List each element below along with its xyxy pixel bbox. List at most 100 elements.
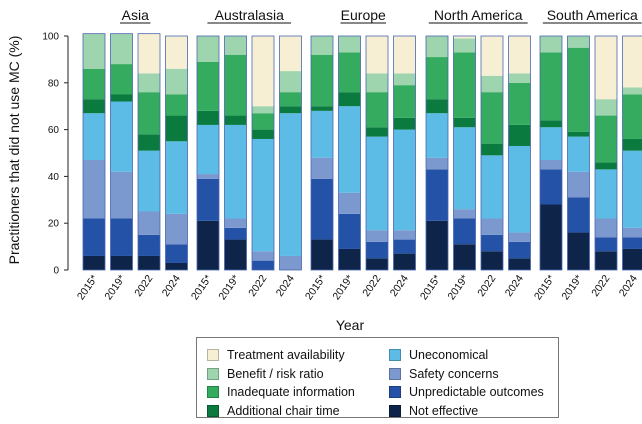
- bar-segment-treatment-availability: [453, 36, 476, 39]
- bar-segment-benefit-risk-ratio: [224, 36, 247, 55]
- bar-segment-additional-chair-time: [110, 94, 133, 102]
- bar-segment-treatment-availability: [138, 33, 160, 74]
- bar-2015: [425, 35, 449, 271]
- bar-segment-not-effective: [567, 232, 590, 270]
- legend-column-right: Uneconomical Safety concerns Unpredictable…: [389, 346, 544, 420]
- bar-outline: [567, 35, 590, 271]
- bar-segment-benefit-risk-ratio: [508, 73, 531, 83]
- bar-segment-additional-chair-time: [83, 99, 105, 114]
- x-tick-label: 2015*: [189, 273, 215, 302]
- bar-segment-unpredictable-outcomes: [138, 234, 160, 256]
- bar-segment-unpredictable-outcomes: [540, 169, 562, 205]
- bar-segment-uneconomical: [453, 127, 476, 210]
- bar-outline: [453, 35, 476, 271]
- bar-segment-additional-chair-time: [224, 115, 247, 125]
- bar-segment-benefit-risk-ratio: [622, 87, 642, 95]
- bar-segment-treatment-availability: [366, 36, 388, 74]
- bar-2024: [393, 35, 416, 271]
- bar-segment-additional-chair-time: [311, 106, 333, 111]
- x-tick-label: 2015*: [75, 273, 101, 302]
- bar-segment-safety-concerns: [110, 171, 133, 219]
- x-tick-label: 2015*: [303, 273, 329, 302]
- legend-label: Additional chair time: [227, 403, 340, 418]
- legend-item-treatment-availability: Treatment availability: [207, 346, 355, 365]
- bar-segment-unpredictable-outcomes: [110, 218, 133, 256]
- legend-label: Uneconomical: [409, 348, 489, 363]
- legend-item-additional-chair-time: Additional chair time: [207, 402, 355, 421]
- bar-segment-safety-concerns: [252, 251, 274, 261]
- bar-outline: [594, 35, 618, 271]
- bar-outline: [393, 35, 416, 271]
- bar-segment-additional-chair-time: [138, 134, 160, 151]
- bar-outline: [82, 33, 106, 271]
- legend-label: Benefit / risk ratio: [227, 366, 324, 381]
- bar-segment-benefit-risk-ratio: [426, 36, 448, 58]
- bar-segment-uneconomical: [279, 113, 302, 256]
- bar-2019: [224, 35, 247, 271]
- bar-segment-additional-chair-time: [393, 117, 416, 130]
- bar-segment-not-effective: [165, 262, 188, 270]
- bar-segment-uneconomical: [138, 150, 160, 212]
- bar-segment-inadequate-information: [138, 92, 160, 135]
- bar-outline: [137, 33, 161, 271]
- bar-segment-not-effective: [366, 258, 388, 270]
- bar-2024: [508, 35, 531, 271]
- legend-label: Treatment availability: [227, 348, 345, 363]
- bar-segment-benefit-risk-ratio: [393, 73, 416, 86]
- bar-segment-benefit-risk-ratio: [197, 36, 219, 62]
- bar-segment-benefit-risk-ratio: [453, 38, 476, 53]
- x-tick-label: 2019*: [559, 273, 585, 302]
- bar-segment-additional-chair-time: [595, 162, 617, 170]
- bar-segment-safety-concerns: [224, 218, 247, 228]
- bar-segment-unpredictable-outcomes: [622, 237, 642, 249]
- bar-segment-unpredictable-outcomes: [508, 241, 531, 259]
- x-tick-label: 2019*: [445, 273, 471, 302]
- legend-swatch: [207, 367, 219, 380]
- bar-segment-uneconomical: [110, 101, 133, 172]
- bar-segment-benefit-risk-ratio: [595, 99, 617, 116]
- bar-2022: [365, 35, 389, 271]
- bar-segment-unpredictable-outcomes: [338, 213, 361, 249]
- bar-2019: [567, 35, 590, 271]
- bar-segment-inadequate-information: [393, 85, 416, 118]
- bar-segment-safety-concerns: [165, 213, 188, 245]
- x-tick-label: 2019*: [330, 273, 356, 302]
- bar-segment-additional-chair-time: [338, 92, 361, 107]
- bar-2019: [110, 33, 133, 271]
- bar-segment-benefit-risk-ratio: [110, 33, 133, 65]
- x-tick-label: 2024: [617, 273, 640, 299]
- bar-segment-benefit-risk-ratio: [252, 106, 274, 114]
- bar-outline: [110, 33, 133, 271]
- bar-segment-treatment-availability: [595, 36, 617, 100]
- panel-title: Europe: [341, 7, 386, 23]
- bar-segment-not-effective: [197, 220, 219, 270]
- bar-outline: [539, 35, 563, 271]
- bar-segment-safety-concerns: [481, 218, 503, 235]
- bar-segment-additional-chair-time: [279, 106, 302, 114]
- bar-segment-benefit-risk-ratio: [165, 68, 188, 95]
- panel-title: North America: [434, 7, 523, 23]
- x-tick-label: 2019*: [216, 273, 242, 302]
- bar-outline: [310, 35, 334, 271]
- bar-segment-treatment-availability: [279, 36, 302, 72]
- bar-segment-not-effective: [393, 253, 416, 270]
- panel-asia: Asia 2015* 2019* 2022 2024: [75, 7, 188, 302]
- bar-2024: [279, 35, 302, 271]
- bar-segment-inadequate-information: [252, 113, 274, 130]
- panel-north-america: North America 2015* 2019* 2022 2024: [418, 7, 531, 302]
- bar-segment-not-effective: [83, 255, 105, 270]
- bar-segment-unpredictable-outcomes: [197, 178, 219, 221]
- bar-segment-not-effective: [426, 220, 448, 270]
- bar-segment-safety-concerns: [138, 211, 160, 235]
- bar-segment-safety-concerns: [453, 209, 476, 219]
- bar-segment-uneconomical: [366, 136, 388, 231]
- y-axis: 0 20 40 60 80 100: [42, 32, 69, 277]
- bar-2024: [165, 35, 188, 271]
- bar-segment-inadequate-information: [279, 92, 302, 107]
- bar-segment-uneconomical: [393, 129, 416, 231]
- bar-outline: [622, 35, 642, 271]
- bar-segment-additional-chair-time: [453, 117, 476, 128]
- bar-segment-safety-concerns: [366, 230, 388, 242]
- bar-segment-not-effective: [138, 255, 160, 270]
